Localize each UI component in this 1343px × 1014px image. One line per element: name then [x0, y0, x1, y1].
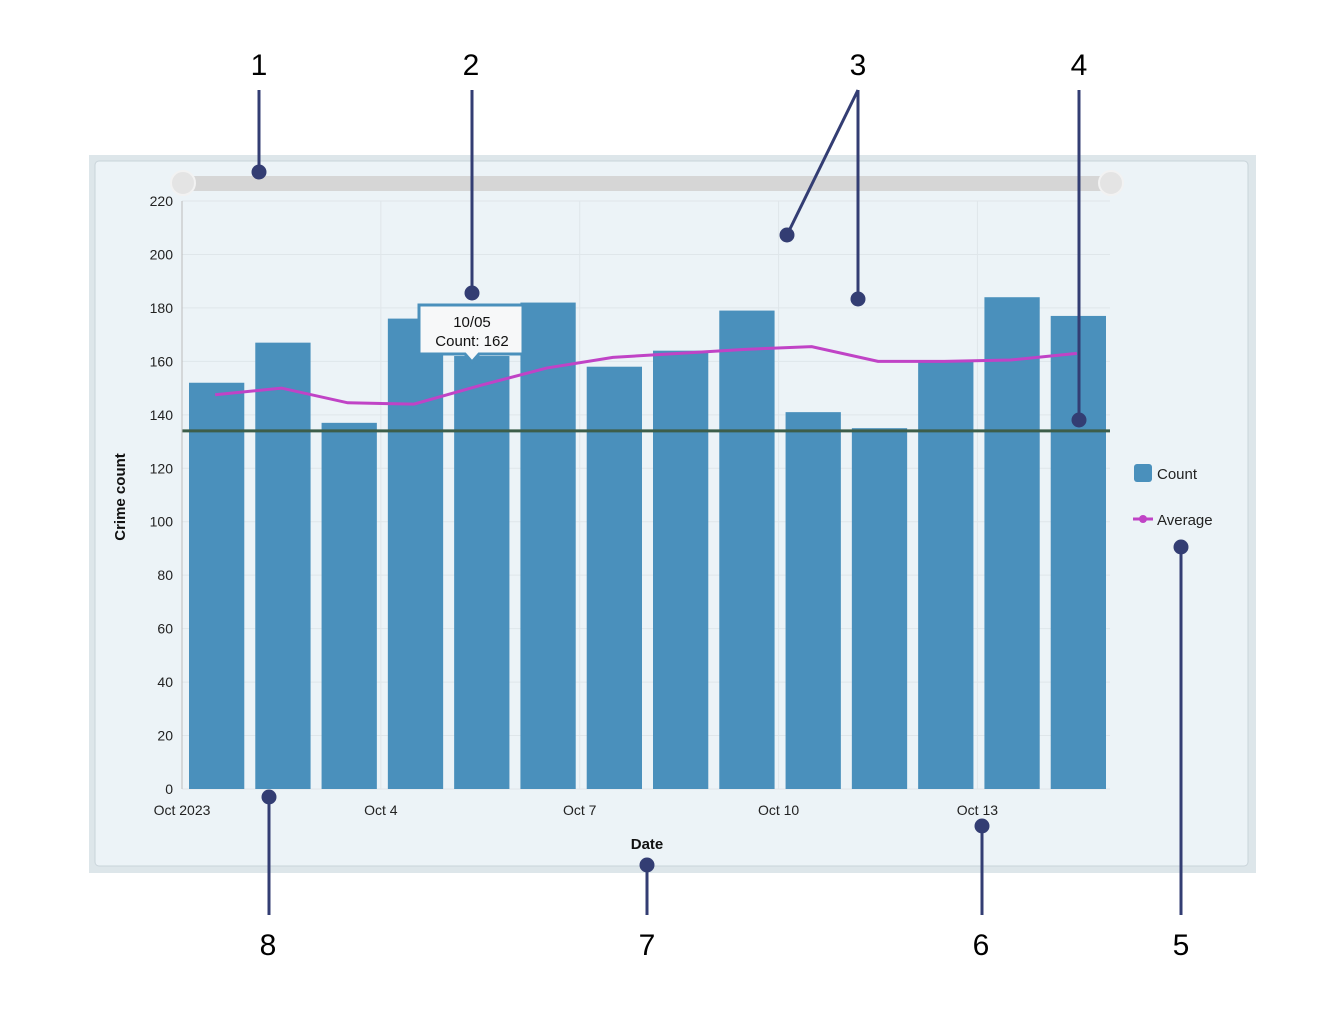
callout-5: 5	[1173, 539, 1190, 962]
callout-dot	[261, 789, 277, 805]
x-tick-label: Oct 2023	[154, 802, 211, 818]
legend-item-average[interactable]: Average	[1133, 512, 1213, 529]
y-tick-label: 40	[157, 674, 173, 690]
callout-dot	[1173, 539, 1189, 555]
callout-4: 4	[1071, 49, 1088, 428]
x-ticks: Oct 2023 Oct 4 Oct 7 Oct 10 Oct 13	[154, 802, 999, 818]
callout-line	[785, 89, 860, 236]
y-tick-label: 140	[150, 407, 174, 423]
y-ticks: 0 20 40 60 80 100 120 140 160 180 200 220	[150, 193, 174, 797]
bar	[189, 382, 245, 789]
count-swatch-icon	[1134, 464, 1152, 482]
bar	[255, 342, 311, 789]
bar	[454, 356, 510, 789]
y-tick-label: 100	[150, 514, 174, 530]
x-tick-label: Oct 7	[563, 802, 597, 818]
legend: Count Average	[1133, 464, 1213, 529]
callout-dot	[639, 857, 655, 873]
x-axis-label: Date	[631, 836, 664, 853]
callout-dot	[1071, 412, 1087, 428]
callout-number: 5	[1173, 929, 1190, 962]
callout-number: 2	[463, 49, 480, 82]
legend-label-count: Count	[1157, 466, 1198, 483]
average-line	[214, 345, 1078, 406]
slider-handle-left[interactable]	[170, 170, 196, 196]
y-tick-label: 60	[157, 621, 173, 637]
y-tick-label: 0	[165, 781, 173, 797]
callout-dot	[974, 818, 990, 834]
bar	[918, 361, 974, 789]
y-tick-label: 200	[150, 246, 174, 262]
x-tick-label: Oct 13	[957, 802, 998, 818]
callout-2: 2	[463, 49, 480, 301]
bar	[785, 412, 841, 789]
y-tick-label: 120	[150, 460, 174, 476]
bar	[851, 428, 908, 789]
callout-number: 7	[639, 929, 656, 962]
y-tick-label: 80	[157, 567, 173, 583]
bar	[387, 318, 444, 789]
tooltip-value: Count: 162	[435, 333, 508, 350]
callouts: 1 2 3 4 5 6 7 8	[251, 49, 1190, 962]
bar	[520, 302, 576, 789]
average-marker-icon	[1139, 515, 1147, 523]
callout-number: 3	[850, 49, 867, 82]
slider-track[interactable]	[182, 176, 1111, 191]
bar	[653, 350, 709, 789]
bar	[586, 366, 642, 789]
tooltip-title: 10/05	[453, 314, 491, 331]
y-tick-label: 220	[150, 193, 174, 209]
callout-dot	[464, 285, 480, 301]
callout-dot	[779, 227, 795, 243]
y-axis-label: Crime count	[112, 453, 129, 541]
bars	[189, 297, 1106, 789]
callout-1: 1	[251, 49, 268, 180]
callout-number: 8	[260, 929, 277, 962]
callout-number: 1	[251, 49, 268, 82]
bar	[321, 422, 377, 789]
slider-handle-right[interactable]	[1098, 170, 1124, 196]
legend-label-average: Average	[1157, 512, 1213, 529]
tooltip: 10/05 Count: 162	[417, 303, 525, 365]
y-tick-label: 20	[157, 728, 173, 744]
callout-number: 4	[1071, 49, 1088, 82]
y-tick-label: 180	[150, 300, 174, 316]
x-tick-label: Oct 10	[758, 802, 799, 818]
callout-number: 6	[973, 929, 990, 962]
callout-7: 7	[639, 857, 656, 962]
callout-3: 3	[779, 49, 867, 307]
range-slider[interactable]	[170, 170, 1124, 196]
callout-dot	[251, 164, 267, 180]
bar	[984, 297, 1040, 789]
callout-8: 8	[260, 789, 277, 962]
x-tick-label: Oct 4	[364, 802, 398, 818]
callout-6: 6	[973, 818, 990, 962]
callout-dot	[850, 291, 866, 307]
bar	[719, 310, 775, 789]
legend-item-count[interactable]: Count	[1134, 464, 1198, 483]
y-tick-label: 160	[150, 353, 174, 369]
